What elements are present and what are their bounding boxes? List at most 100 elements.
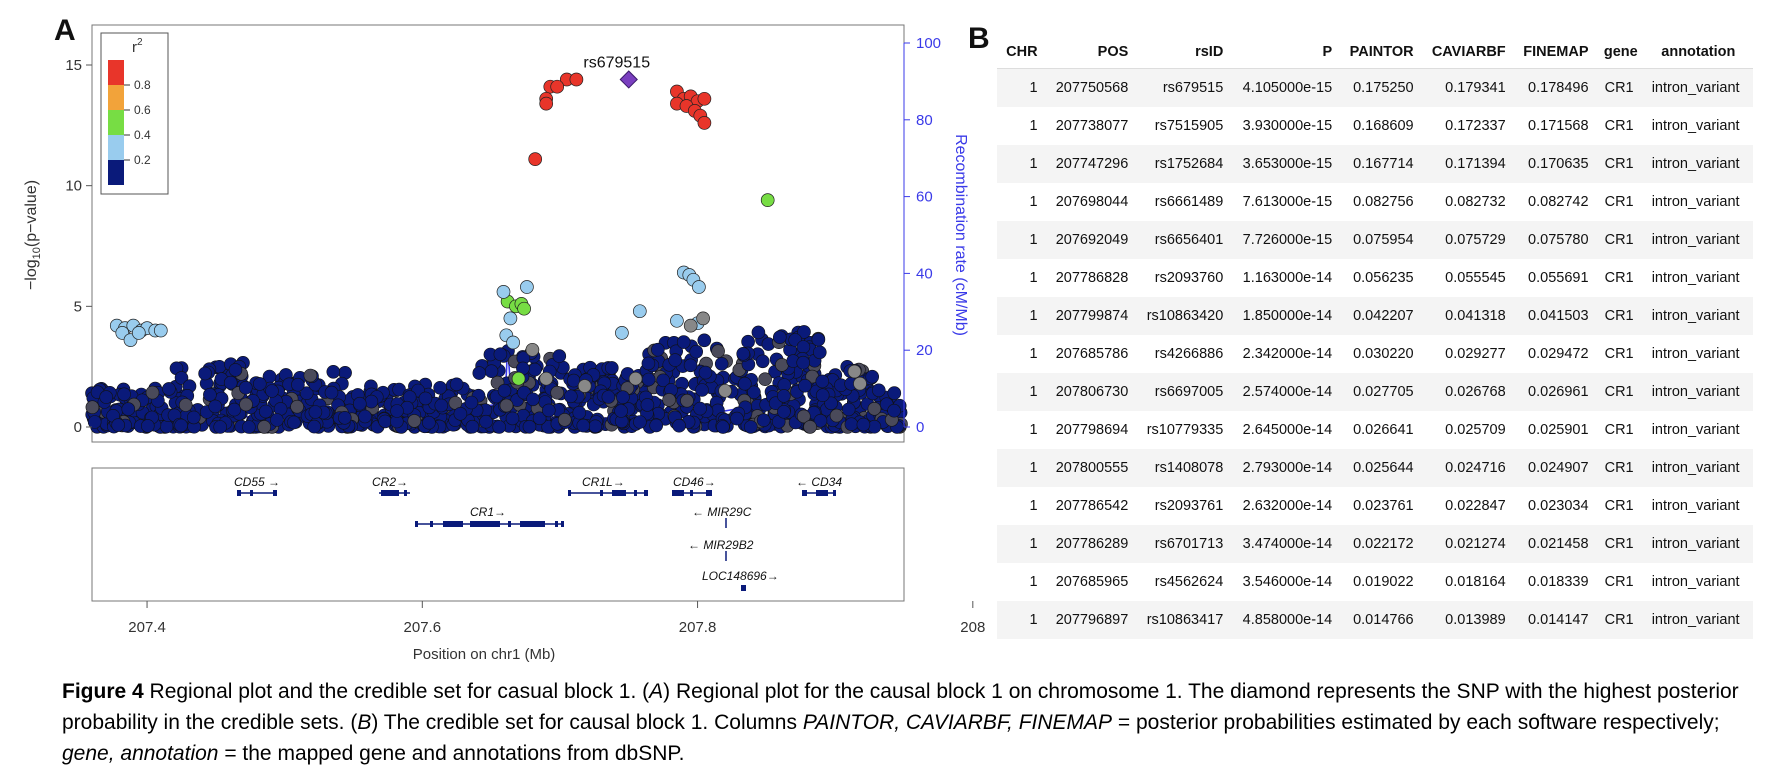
table-row: 1 207806730 rs6697005 2.574000e-14 0.027705 0… <box>997 373 1753 411</box>
credible-set-table: CHR POS rsID P PAINTOR CAVIARBF FINEMAP gene ann… <box>997 36 1753 639</box>
gene-track-frame <box>91 467 905 602</box>
cell-pos: 207750568 <box>1043 68 1135 107</box>
col-header-chr: CHR <box>997 36 1044 69</box>
cell-p: 3.930000e-15 <box>1242 118 1333 134</box>
gene-label-cd34: ← CD34 <box>796 475 842 489</box>
legend-tick: 0.4 <box>134 128 151 142</box>
cell-p: 2.574000e-14 <box>1229 373 1339 411</box>
snp-point-navy <box>337 410 352 425</box>
snp-point-navy <box>145 385 160 400</box>
snp-point-navy <box>812 345 827 360</box>
snp-point-navy <box>815 374 830 389</box>
colored-points-layer <box>109 72 867 398</box>
cell-pos: 207786289 <box>1043 525 1135 563</box>
lead-snp-label: rs679515 <box>583 54 650 71</box>
cell-annotation: intron_variant <box>1643 297 1753 335</box>
snp-point-navy <box>641 372 656 387</box>
figure-caption: Figure 4 Regional plot and the credible … <box>62 680 1739 765</box>
snp-point-navy <box>856 417 871 432</box>
cell-caviarbf: 0.171394 <box>1419 145 1512 183</box>
y2-tick-label: 100 <box>916 35 941 52</box>
cell-paintor: 0.022172 <box>1338 525 1420 563</box>
snp-point-navy <box>407 414 422 428</box>
snp-point-navy <box>522 419 537 434</box>
legend-tick: 0.8 <box>134 78 151 92</box>
snp-point-gray <box>718 383 732 398</box>
snp-point-green <box>511 371 526 386</box>
snp-point-green <box>517 301 531 316</box>
cell-annotation: intron_variant <box>1651 498 1740 514</box>
snp-point-navy <box>187 410 201 425</box>
table-row: 1 207798694 rs10779335 2.645000e-14 0.026641… <box>997 411 1753 449</box>
navy-points-layer <box>85 325 908 434</box>
cell-pos: 207806730 <box>1043 373 1135 411</box>
snp-point-navy <box>159 419 174 434</box>
cell-finemap: 0.014147 <box>1511 601 1595 639</box>
cell-paintor: 0.075954 <box>1338 221 1420 259</box>
cell-paintor: 0.030220 <box>1353 346 1414 362</box>
snp-point-navy <box>736 346 751 361</box>
cell-annotation: intron_variant <box>1643 525 1753 563</box>
snp-point-navy <box>433 380 447 395</box>
cell-chr: 1 <box>1029 194 1038 210</box>
cell-p: 2.632000e-14 <box>1242 498 1333 514</box>
snp-point-navy <box>492 420 507 434</box>
snp-point-navy <box>649 418 664 433</box>
snp-point-navy <box>257 420 272 434</box>
snp-point-navy <box>141 419 155 433</box>
cell-finemap: 0.023034 <box>1528 498 1589 514</box>
snp-point-navy <box>258 404 273 419</box>
snp-point-navy <box>668 353 683 367</box>
snp-point-navy <box>796 355 811 370</box>
cell-finemap: 0.075780 <box>1511 221 1595 259</box>
cell-finemap: 0.029472 <box>1528 346 1589 362</box>
col-header-paintor: PAINTOR <box>1338 36 1420 69</box>
snp-point-red <box>569 72 584 87</box>
cell-paintor: 0.019022 <box>1353 574 1414 590</box>
cell-annotation: intron_variant <box>1643 145 1753 183</box>
snp-point-navy <box>756 413 771 428</box>
snp-point-navy <box>484 364 499 379</box>
cell-annotation: intron_variant <box>1643 373 1753 411</box>
snp-point-navy <box>796 340 811 354</box>
cell-gene: CR1 <box>1594 601 1644 639</box>
cell-paintor: 0.167714 <box>1338 145 1420 183</box>
snp-point-navy <box>252 377 267 391</box>
cell-caviarbf: 0.026768 <box>1419 373 1512 411</box>
snp-point-navy <box>683 358 698 373</box>
col-header-rsid: rsID <box>1134 36 1230 69</box>
snp-point-gray <box>853 376 867 391</box>
cell-paintor: 0.056235 <box>1353 270 1414 286</box>
cell-chr: 1 <box>1029 574 1038 590</box>
snp-point-navy <box>434 398 449 413</box>
snp-point-navy <box>557 412 572 427</box>
cell-caviarbf: 0.029277 <box>1445 346 1506 362</box>
x-tick-label: 207.8 <box>679 619 717 636</box>
cell-gene: CR1 <box>1604 346 1634 362</box>
snp-point-navy <box>242 420 256 434</box>
snp-point-lightblue <box>615 326 629 340</box>
table-row: 1 207786289 rs6701713 3.474000e-14 0.022172 0… <box>997 525 1753 563</box>
snp-point-navy <box>449 377 464 392</box>
snp-point-navy <box>326 364 341 379</box>
cell-annotation: intron_variant <box>1651 118 1740 134</box>
gene-label-cr1: CR1→ <box>470 505 506 519</box>
y2-tick-label: 40 <box>916 265 933 282</box>
snp-point-navy <box>711 344 725 359</box>
snp-point-red <box>550 79 565 94</box>
cell-paintor: 0.175250 <box>1338 68 1420 107</box>
cell-annotation: intron_variant <box>1651 346 1740 362</box>
snp-point-navy <box>676 335 691 349</box>
snp-point-navy <box>505 411 520 426</box>
legend-tick: 0.6 <box>134 103 151 117</box>
x-axis: 207.4 207.6 207.8 208 <box>128 601 985 636</box>
snp-point-navy <box>829 408 844 423</box>
cell-caviarbf: 0.082732 <box>1445 194 1506 210</box>
snp-point-navy <box>378 414 392 429</box>
cell-caviarbf: 0.075729 <box>1419 221 1512 259</box>
cell-paintor: 0.082756 <box>1353 194 1414 210</box>
snp-point-navy <box>532 411 547 426</box>
cell-paintor: 0.014766 <box>1338 601 1420 639</box>
snp-point-navy <box>526 392 540 407</box>
snp-point-navy <box>299 386 314 401</box>
